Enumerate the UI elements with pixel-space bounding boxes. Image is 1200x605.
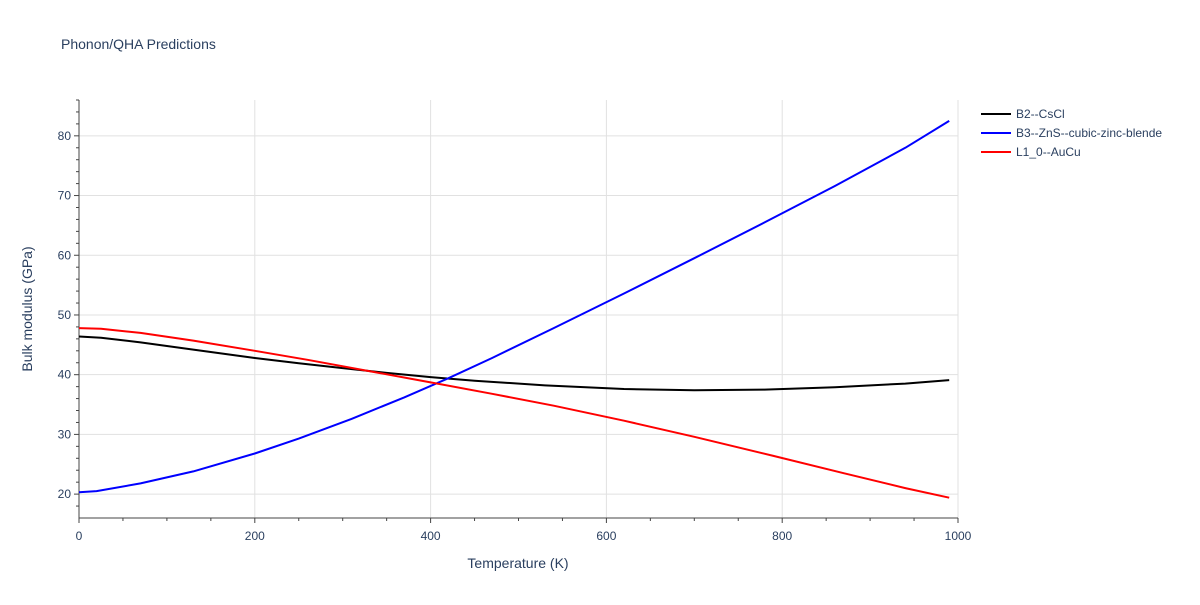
axis-labels: Temperature (K) Bulk modulus (GPa) [19,246,569,571]
series-line-1[interactable] [78,120,950,494]
legend-item[interactable]: B2--CsCl [981,107,1065,121]
x-tick-label: 800 [772,529,792,543]
x-tick-label: 400 [421,529,441,543]
x-tick-label: 600 [596,529,616,543]
x-tick-label: 0 [76,529,83,543]
y-axis-title: Bulk modulus (GPa) [19,246,35,371]
axes: 0 200 400 600 800 1000 20 30 40 50 60 70 80 [58,99,972,543]
x-axis-title: Temperature (K) [467,555,568,571]
series-line-0[interactable] [78,335,950,392]
y-tick-label: 20 [58,487,72,501]
grid [79,100,959,518]
y-tick-label: 80 [58,129,72,143]
series-lines [78,120,950,499]
x-tick-label: 1000 [945,529,972,543]
legend-item[interactable]: L1_0--AuCu [981,145,1081,159]
y-tick-label: 50 [58,308,72,322]
legend-label: L1_0--AuCu [1016,145,1081,159]
chart-title: Phonon/QHA Predictions [61,36,216,52]
y-tick-label: 60 [58,248,72,262]
y-tick-label: 40 [58,368,72,382]
legend-label: B2--CsCl [1016,107,1065,121]
legend[interactable]: B2--CsCl B3--ZnS--cubic-zinc-blende L1_0--… [981,107,1162,159]
series-line-2[interactable] [78,327,950,499]
legend-item[interactable]: B3--ZnS--cubic-zinc-blende [981,126,1162,140]
x-tick-label: 200 [245,529,265,543]
y-tick-label: 70 [58,189,72,203]
y-tick-label: 30 [58,427,72,441]
legend-label: B3--ZnS--cubic-zinc-blende [1016,126,1162,140]
